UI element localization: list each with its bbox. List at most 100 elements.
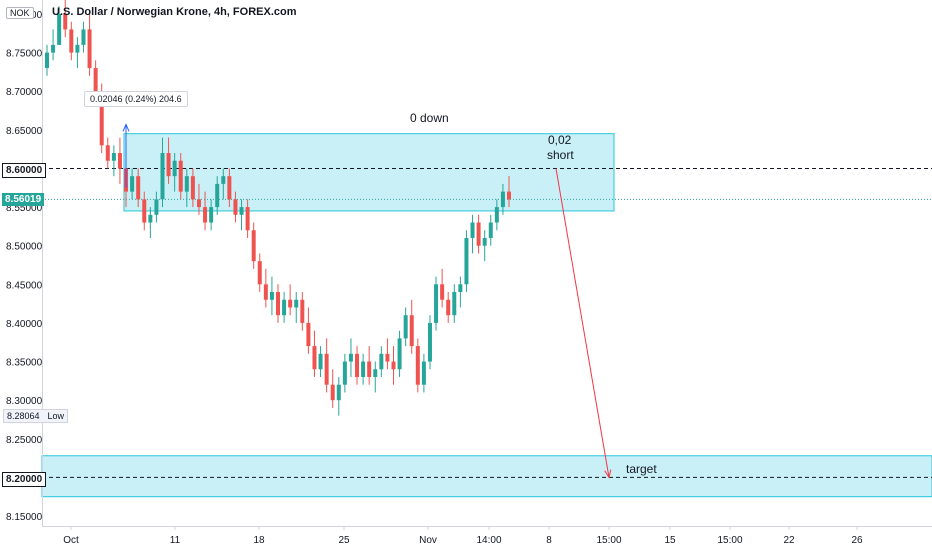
candle-body [233, 199, 238, 215]
candle-body [215, 183, 220, 208]
y-tick-label: 8.55000 [6, 203, 43, 214]
candle-body [458, 284, 463, 293]
note-short-label[interactable]: short [547, 148, 574, 162]
candle-body [330, 384, 335, 401]
y-tick-label: 8.50000 [6, 242, 43, 253]
level-lines [42, 167, 932, 478]
candle-body [403, 315, 408, 339]
x-tick-label: 26 [851, 535, 863, 546]
y-tick-label: 8.40000 [6, 319, 43, 330]
low-value: 8.28064 [7, 411, 40, 421]
candle-body [87, 29, 92, 69]
candle-body [446, 299, 451, 316]
candle-body [421, 361, 426, 385]
zone-layer [41, 133, 932, 498]
candle-body [45, 52, 49, 69]
candle-body [209, 207, 214, 223]
note-target[interactable]: target [626, 462, 657, 476]
candles-layer [45, 0, 511, 416]
candle-body [184, 176, 189, 192]
note-zero-down[interactable]: 0 down [410, 111, 449, 125]
candle-body [397, 338, 402, 370]
candle-body [373, 369, 378, 377]
price-tag-level-high: 8.60000 [2, 163, 47, 178]
y-tick-label: 8.70000 [6, 87, 43, 98]
x-tick-label: 18 [253, 535, 265, 546]
candle-body [245, 207, 250, 231]
x-tick-label: Oct [63, 535, 79, 546]
y-tick-label: 8.75000 [6, 49, 43, 60]
x-tick-label: 15:00 [717, 535, 742, 546]
x-tick-label: 15 [664, 535, 676, 546]
candle-body [391, 361, 396, 370]
candle-body [81, 29, 86, 45]
candle-body [251, 230, 256, 262]
candle-body [93, 68, 98, 92]
candle-body [415, 346, 420, 385]
candle-body [342, 361, 347, 385]
candle-body [409, 315, 414, 347]
low-label: Low [47, 411, 65, 421]
x-tick-label: 15:00 [596, 535, 621, 546]
x-tick-label: 22 [783, 535, 795, 546]
candle-body [294, 299, 299, 308]
candle-body [263, 284, 268, 300]
candle-body [227, 176, 232, 200]
candle-body [306, 322, 311, 347]
candle-body [464, 237, 469, 285]
price-tag-current: 8.56019 [2, 193, 45, 206]
projection-arrow-line [555, 168, 610, 478]
x-tick-label: Nov [419, 535, 437, 546]
candle-body [221, 176, 226, 184]
candle-body [434, 284, 439, 323]
candle-body [324, 353, 329, 385]
candle-body [166, 153, 171, 177]
candle-body [142, 199, 147, 223]
y-tick-label: 8.25000 [6, 435, 43, 446]
x-axis[interactable]: Oct 11 18 25 Nov 14:00 8 15:00 15 15:00 22 26 [63, 526, 863, 546]
candle-body [507, 191, 511, 200]
candle-body [494, 207, 499, 223]
y-tick-label: 8.35000 [6, 358, 43, 369]
price-tag-level-target: 8.20000 [2, 472, 47, 487]
candle-body [282, 299, 287, 316]
supply-zone [123, 133, 615, 212]
candle-body [300, 299, 305, 323]
candle-body [276, 292, 280, 316]
candle-body [51, 44, 56, 53]
low-badge: 8.28064 Low [3, 409, 69, 423]
projection-arrowhead [604, 469, 612, 479]
symbol-title[interactable]: U.S. Dollar / Norwegian Krone, 4h, FOREX… [52, 6, 297, 18]
candle-body [57, 14, 62, 45]
candle-body [160, 153, 165, 200]
candle-body [488, 222, 493, 238]
candle-body [482, 237, 487, 246]
price-tag-level-target-text: 8.20000 [6, 474, 43, 485]
candle-body [470, 222, 475, 238]
price-tag-current-text: 8.56019 [5, 194, 42, 205]
candle-body [154, 199, 159, 215]
y-tick-label: 8.65000 [6, 126, 43, 137]
candle-body [288, 299, 293, 308]
candle-body [99, 91, 104, 146]
currency-badge[interactable]: NOK [6, 7, 34, 19]
candle-body [336, 384, 341, 401]
x-tick-label: 11 [170, 535, 181, 546]
drawing-overlay [122, 123, 612, 479]
measure-arrowhead [122, 123, 130, 132]
candle-body [348, 353, 353, 362]
candle-body [312, 346, 317, 370]
candle-body [63, 14, 68, 30]
x-tick-label: 8 [546, 535, 552, 546]
x-tick-label: 14:00 [476, 535, 501, 546]
candle-body [203, 207, 208, 223]
candle-body [196, 199, 201, 208]
y-tick-label: 8.30000 [6, 396, 43, 407]
candle-body [452, 292, 457, 316]
candle-body [172, 160, 177, 177]
candle-body [111, 153, 116, 161]
candle-body [440, 284, 445, 300]
x-tick-label: 25 [338, 535, 350, 546]
note-short-value[interactable]: 0,02 [548, 133, 572, 147]
